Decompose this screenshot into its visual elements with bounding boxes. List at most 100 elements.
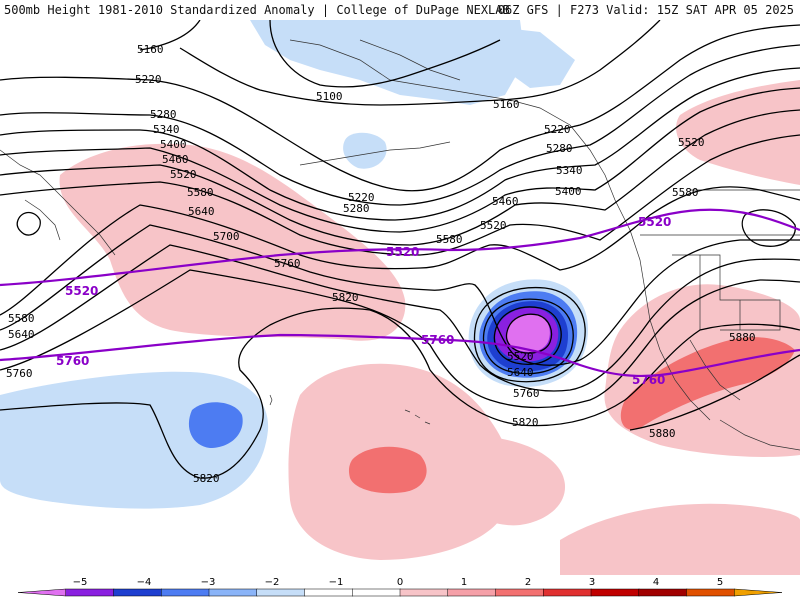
contour-label: 5520	[170, 168, 197, 181]
contour-label: 5460	[162, 153, 189, 166]
contour-label: 5400	[160, 138, 187, 151]
marianas	[269, 394, 273, 406]
contour-label: 5820	[512, 416, 539, 429]
colorbar-segment	[304, 588, 353, 597]
negative-anomaly-north-pacific	[505, 28, 575, 88]
contour-label: 5340	[556, 164, 583, 177]
contour-label: 5280	[343, 202, 370, 215]
contour-label: 5220	[544, 123, 571, 136]
positive-anomaly-central-core	[348, 446, 427, 494]
contour-label: 5640	[8, 328, 35, 341]
colorbar-segment	[256, 588, 306, 597]
colorbar-segment	[734, 588, 783, 597]
contour-5280	[0, 44, 800, 206]
contour-5580	[0, 186, 800, 316]
contour-label: 5580	[187, 186, 214, 199]
colorbar-tick-label: 5	[717, 577, 723, 588]
alaska-coast	[289, 39, 616, 201]
colorbar-segment	[352, 588, 401, 597]
colorbar-tick-label: 0	[397, 577, 403, 588]
colorbar-ticks: −5 −4 −3 −2 −1 0 1 2 3 4 5	[73, 577, 724, 588]
climo-label: 5760	[421, 333, 454, 347]
contour-label: 5760	[6, 367, 33, 380]
colorbar-segment	[686, 588, 735, 597]
map-title: 500mb Height 1981-2010 Standardized Anom…	[4, 3, 510, 17]
climo-labels: 5520 5520 5520 5760 5760 5760	[56, 215, 671, 387]
aleutian-chain	[299, 141, 451, 166]
colorbar-tick-label: −5	[73, 577, 88, 588]
contour-label: 5520	[507, 350, 534, 363]
baja-gulf	[689, 339, 741, 401]
positive-anomaly-east-core	[620, 337, 795, 430]
colorbar-tick-label: 1	[461, 577, 467, 588]
contour-label: 5880	[649, 427, 676, 440]
contour-label: 5460	[492, 195, 519, 208]
contour-5880	[629, 354, 800, 431]
contour-label: 5220	[135, 73, 162, 86]
colorbar-segment	[590, 588, 640, 597]
colorbar-tick-label: 2	[525, 577, 531, 588]
colorbar-segment	[399, 588, 449, 597]
climo-line-5520	[0, 208, 800, 287]
contour-label: 5820	[193, 472, 220, 485]
contour-label: 5400	[555, 185, 582, 198]
contour-low-closed-3	[493, 306, 562, 365]
positive-anomaly-central-2	[433, 436, 566, 526]
contour-label: 5520	[678, 136, 705, 149]
contour-label: 5880	[729, 331, 756, 344]
contour-label: 5520	[480, 219, 507, 232]
contour-label: 5220	[348, 191, 375, 204]
bering-coast	[359, 39, 461, 81]
climo-label: 5760	[56, 354, 89, 368]
asia-coast	[0, 149, 116, 256]
contour-label: 5760	[513, 387, 540, 400]
colorbar-segment	[161, 588, 210, 597]
contour-5460	[0, 109, 800, 246]
climo-label: 5760	[632, 373, 665, 387]
colorbar-tick-label: −2	[265, 577, 280, 588]
contour-closed-nw	[16, 211, 41, 236]
contour-label: 5280	[150, 108, 177, 121]
colorbar-legend: −5 −4 −3 −2 −1 0 1 2 3 4 5	[0, 575, 800, 600]
contour-low-closed-1	[473, 286, 586, 383]
climo-line-5760	[0, 333, 800, 378]
contour-5700	[0, 244, 800, 392]
contour-low-closed-2	[482, 298, 574, 375]
contour-label: 5340	[153, 123, 180, 136]
contour-label: 5700	[213, 230, 240, 243]
positive-anomaly-northeast	[676, 80, 800, 185]
contour-label: 5580	[8, 312, 35, 325]
colorbar-tick-label: 4	[653, 577, 659, 588]
negative-anomaly-bering	[250, 20, 525, 105]
contour-5100	[269, 20, 501, 88]
colorbar-segment	[65, 588, 115, 597]
contour-label: 5580	[436, 233, 463, 246]
colorbar-tick-label: −4	[137, 577, 152, 588]
contour-5820-west	[0, 307, 800, 479]
contour-closed-ne	[741, 209, 796, 247]
contour-5520	[0, 134, 800, 256]
climo-lines	[0, 208, 800, 378]
model-run-info: 06Z GFS | F273 Valid: 15Z SAT APR 05 202…	[497, 3, 794, 17]
us-state-borders	[640, 189, 800, 331]
japan	[24, 199, 61, 241]
anomaly-shading	[0, 20, 800, 575]
contour-label: 5160	[493, 98, 520, 111]
contour-5760	[0, 269, 800, 409]
colorbar-bar	[17, 588, 783, 597]
contour-label: 5820	[332, 291, 359, 304]
anomaly-map: 5160 5160 5100 5220 5220 5220 5280 5280 …	[0, 20, 800, 575]
colorbar-segment	[543, 588, 592, 597]
colorbar-segment	[208, 588, 258, 597]
contour-label: 5580	[672, 186, 699, 199]
positive-anomaly-asia	[59, 143, 406, 341]
hawaii	[404, 409, 431, 425]
negative-anomaly-west-core	[188, 402, 243, 448]
colorbar-segment	[495, 588, 544, 597]
contour-5220	[0, 24, 800, 192]
colorbar-segment	[17, 588, 66, 597]
contour-5160	[139, 20, 661, 106]
map-header: 500mb Height 1981-2010 Standardized Anom…	[0, 0, 800, 20]
contour-5640	[0, 224, 800, 366]
negative-anomaly-small	[343, 132, 387, 169]
